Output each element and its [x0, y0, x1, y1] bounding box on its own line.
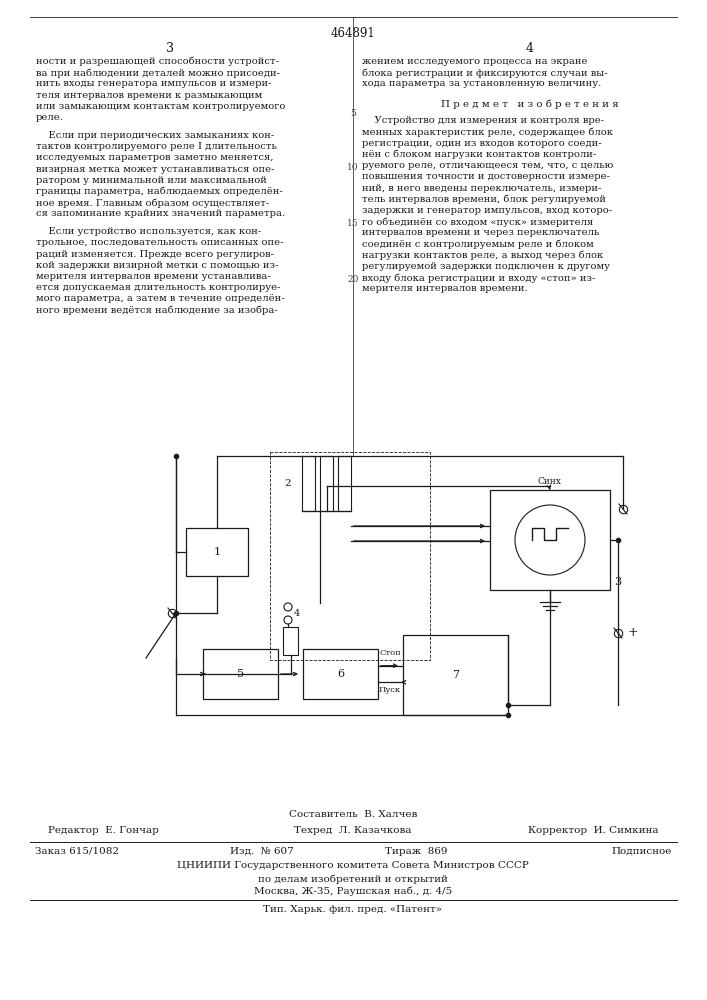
Text: 464891: 464891: [331, 27, 375, 40]
Text: ся запоминание крайних значений параметра.: ся запоминание крайних значений параметр…: [36, 209, 285, 218]
Bar: [186, 528, 248, 576]
Text: 5: 5: [237, 669, 244, 679]
Text: Корректор  И. Симкина: Корректор И. Симкина: [527, 826, 658, 835]
Text: входу блока регистрации и входу «стоп» из-: входу блока регистрации и входу «стоп» и…: [362, 273, 595, 283]
Text: Если при периодических замыканиях кон-: Если при периодических замыканиях кон-: [36, 131, 274, 140]
Text: трольное, последовательность описанных опе-: трольное, последовательность описанных о…: [36, 238, 284, 247]
Bar: [338, 456, 351, 511]
Bar: [283, 627, 298, 655]
Text: ратором у минимальной или максимальной: ратором у минимальной или максимальной: [36, 176, 267, 185]
Text: ется допускаемая длительность контролируе-: ется допускаемая длительность контролиру…: [36, 283, 281, 292]
Text: го объединён со входом «пуск» измерителя: го объединён со входом «пуск» измерителя: [362, 217, 593, 227]
Text: нагрузки контактов реле, а выход через блок: нагрузки контактов реле, а выход через б…: [362, 251, 603, 260]
Text: ного времени ведётся наблюдение за изобра-: ного времени ведётся наблюдение за изобр…: [36, 306, 278, 315]
Text: регулируемой задержки подключен к другому: регулируемой задержки подключен к другом…: [362, 262, 610, 271]
Text: Составитель  В. Халчев: Составитель В. Халчев: [289, 810, 417, 819]
Text: 20: 20: [347, 274, 358, 284]
Bar: [203, 649, 278, 699]
Text: 5: 5: [350, 108, 356, 117]
Text: мого параметра, а затем в течение определён-: мого параметра, а затем в течение опреде…: [36, 294, 285, 303]
Text: тактов контролируемого реле I длительность: тактов контролируемого реле I длительнос…: [36, 142, 277, 151]
Text: ности и разрешающей способности устройст-: ности и разрешающей способности устройст…: [36, 57, 279, 66]
Text: 3: 3: [614, 577, 621, 587]
Text: Москва, Ж-35, Раушская наб., д. 4/5: Москва, Ж-35, Раушская наб., д. 4/5: [254, 887, 452, 896]
Bar: [320, 456, 333, 511]
Text: 6: 6: [337, 669, 344, 679]
Text: ное время. Главным образом осуществляет-: ное время. Главным образом осуществляет-: [36, 198, 269, 208]
Text: П р е д м е т   и з о б р е т е н и я: П р е д м е т и з о б р е т е н и я: [441, 100, 619, 109]
Text: Подписное: Подписное: [612, 847, 672, 856]
Text: Стоп: Стоп: [379, 649, 401, 657]
Text: Тип. Харьк. фил. пред. «Патент»: Тип. Харьк. фил. пред. «Патент»: [264, 905, 443, 914]
Text: визирная метка может устанавливаться опе-: визирная метка может устанавливаться опе…: [36, 165, 274, 174]
Text: руемого реле, отличающееся тем, что, с целью: руемого реле, отличающееся тем, что, с ц…: [362, 161, 614, 170]
Bar: [303, 649, 378, 699]
Text: регистрации, один из входов которого соеди-: регистрации, один из входов которого сое…: [362, 139, 602, 148]
Text: ЦНИИПИ Государственного комитета Совета Министров СССР: ЦНИИПИ Государственного комитета Совета …: [177, 861, 529, 870]
Text: мерителя интервалов времени.: мерителя интервалов времени.: [362, 284, 527, 293]
Text: мерителя интервалов времени устанавлива-: мерителя интервалов времени устанавлива-: [36, 272, 271, 281]
Text: 4: 4: [526, 42, 534, 55]
Text: нить входы генератора импульсов и измери-: нить входы генератора импульсов и измери…: [36, 79, 271, 88]
Text: Техред  Л. Казачкова: Техред Л. Казачкова: [294, 826, 411, 835]
Text: ний, в него введены переключатель, измери-: ний, в него введены переключатель, измер…: [362, 184, 602, 193]
Text: границы параметра, наблюдаемых определён-: границы параметра, наблюдаемых определён…: [36, 187, 283, 196]
Text: или замыкающим контактам контролируемого: или замыкающим контактам контролируемого: [36, 102, 286, 111]
Text: реле.: реле.: [36, 113, 64, 122]
Text: Если устройство используется, как кон-: Если устройство используется, как кон-: [36, 227, 262, 236]
Text: нён с блоком нагрузки контактов контроли-: нён с блоком нагрузки контактов контроли…: [362, 150, 596, 159]
Bar: [403, 635, 508, 715]
Text: интервалов времени и через переключатель: интервалов времени и через переключатель: [362, 228, 600, 237]
Text: 2: 2: [285, 479, 291, 488]
Text: тель интервалов времени, блок регулируемой: тель интервалов времени, блок регулируем…: [362, 195, 606, 204]
Text: Изд.  № 607: Изд. № 607: [230, 847, 293, 856]
Text: 4: 4: [294, 608, 300, 617]
Text: Заказ 615/1082: Заказ 615/1082: [35, 847, 119, 856]
Text: соединён с контролируемым реле и блоком: соединён с контролируемым реле и блоком: [362, 240, 594, 249]
Text: Синх: Синх: [538, 477, 562, 486]
Text: Тираж  869: Тираж 869: [385, 847, 448, 856]
Text: Редактор  Е. Гончар: Редактор Е. Гончар: [48, 826, 159, 835]
Text: повышения точности и достоверности измере-: повышения точности и достоверности измер…: [362, 172, 610, 181]
Text: Пуск: Пуск: [379, 686, 401, 694]
Text: 15: 15: [347, 220, 359, 229]
Text: теля интервалов времени к размыкающим: теля интервалов времени к размыкающим: [36, 91, 262, 100]
Text: по делам изобретений и открытий: по делам изобретений и открытий: [258, 874, 448, 884]
Text: кой задержки визирной метки с помощью из-: кой задержки визирной метки с помощью из…: [36, 261, 279, 270]
Text: хода параметра за установленную величину.: хода параметра за установленную величину…: [362, 79, 601, 88]
Text: Устройство для измерения и контроля вре-: Устройство для измерения и контроля вре-: [362, 116, 604, 125]
Text: менных характеристик реле, содержащее блок: менных характеристик реле, содержащее бл…: [362, 128, 613, 137]
Bar: [302, 456, 315, 511]
Text: блока регистрации и фиксируются случаи вы-: блока регистрации и фиксируются случаи в…: [362, 68, 607, 78]
Text: 10: 10: [347, 163, 358, 172]
Text: ва при наблюдении деталей можно присоеди-: ва при наблюдении деталей можно присоеди…: [36, 68, 280, 78]
Text: раций изменяется. Прежде всего регулиров-: раций изменяется. Прежде всего регулиров…: [36, 250, 274, 259]
Text: 7: 7: [452, 670, 459, 680]
Text: 1: 1: [214, 547, 221, 557]
Text: жением исследуемого процесса на экране: жением исследуемого процесса на экране: [362, 57, 588, 66]
Text: исследуемых параметров заметно меняется,: исследуемых параметров заметно меняется,: [36, 153, 274, 162]
Text: задержки и генератор импульсов, вход которо-: задержки и генератор импульсов, вход кот…: [362, 206, 612, 215]
Text: 3: 3: [166, 42, 174, 55]
Bar: [490, 490, 610, 590]
Text: +: +: [628, 626, 638, 640]
